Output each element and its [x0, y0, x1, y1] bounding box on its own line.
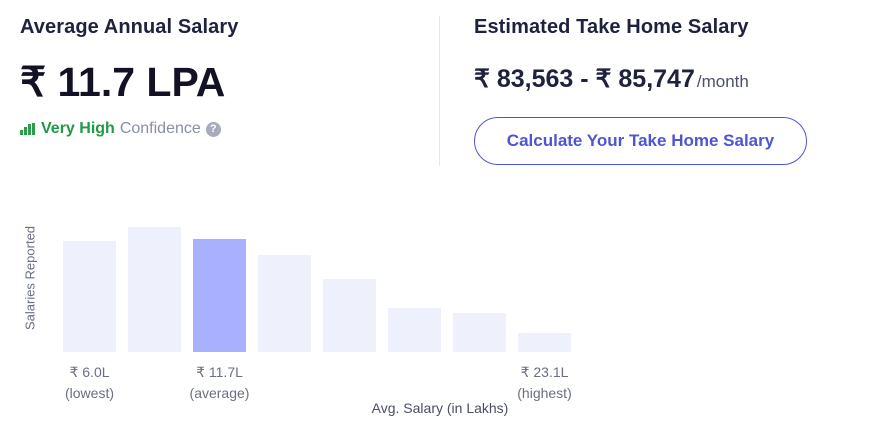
chart-y-axis-label: Salaries Reported: [22, 225, 38, 331]
chart-x-axis-label: Avg. Salary (in Lakhs): [371, 400, 509, 416]
take-home-range-value: ₹ 83,563 - ₹ 85,747: [474, 65, 695, 93]
chart-bar: [323, 279, 376, 352]
signal-strength-icon: [20, 123, 35, 135]
confidence-level: Very High: [41, 120, 115, 137]
help-icon[interactable]: ?: [205, 121, 221, 137]
chart-x-tick: ₹ 23.1L (highest): [517, 362, 571, 404]
average-salary-title: Average Annual Salary: [20, 16, 239, 38]
confidence-indicator: Very High Confidence ?: [20, 120, 221, 138]
chart-x-tick: ₹ 6.0L (lowest): [65, 362, 114, 404]
chart-x-tick-value: ₹ 6.0L: [69, 364, 110, 380]
chart-bar: [453, 313, 506, 352]
chart-x-tick-value: ₹ 23.1L: [520, 364, 569, 380]
chart-bar: [388, 308, 441, 352]
calculate-take-home-button[interactable]: Calculate Your Take Home Salary: [474, 117, 807, 165]
confidence-label: Confidence: [119, 120, 201, 137]
chart-x-tick-note: (average): [189, 385, 250, 401]
salary-distribution-chart: Salaries Reported Avg. Salary (in Lakhs)…: [0, 180, 600, 441]
chart-x-tick-value: ₹ 11.7L: [196, 364, 243, 380]
chart-x-tick-note: (highest): [517, 385, 572, 401]
take-home-range-unit: /month: [696, 72, 749, 91]
chart-bar: [258, 255, 311, 352]
average-salary-value: ₹ 11.7 LPA: [20, 59, 226, 105]
take-home-range: ₹ 83,563 - ₹ 85,747/month: [474, 64, 749, 94]
take-home-section: Estimated Take Home Salary ₹ 83,563 - ₹ …: [474, 16, 874, 165]
take-home-title: Estimated Take Home Salary: [474, 16, 749, 38]
chart-x-tick: ₹ 11.7L (average): [190, 362, 250, 404]
chart-bar-average: [193, 239, 246, 352]
chart-bar: [518, 333, 571, 352]
chart-x-tick-note: (lowest): [64, 385, 115, 401]
average-salary-section: Average Annual Salary ₹ 11.7 LPA Very Hi…: [20, 16, 420, 137]
section-divider: [439, 16, 440, 166]
chart-bar: [63, 241, 116, 352]
chart-bar: [128, 227, 181, 352]
